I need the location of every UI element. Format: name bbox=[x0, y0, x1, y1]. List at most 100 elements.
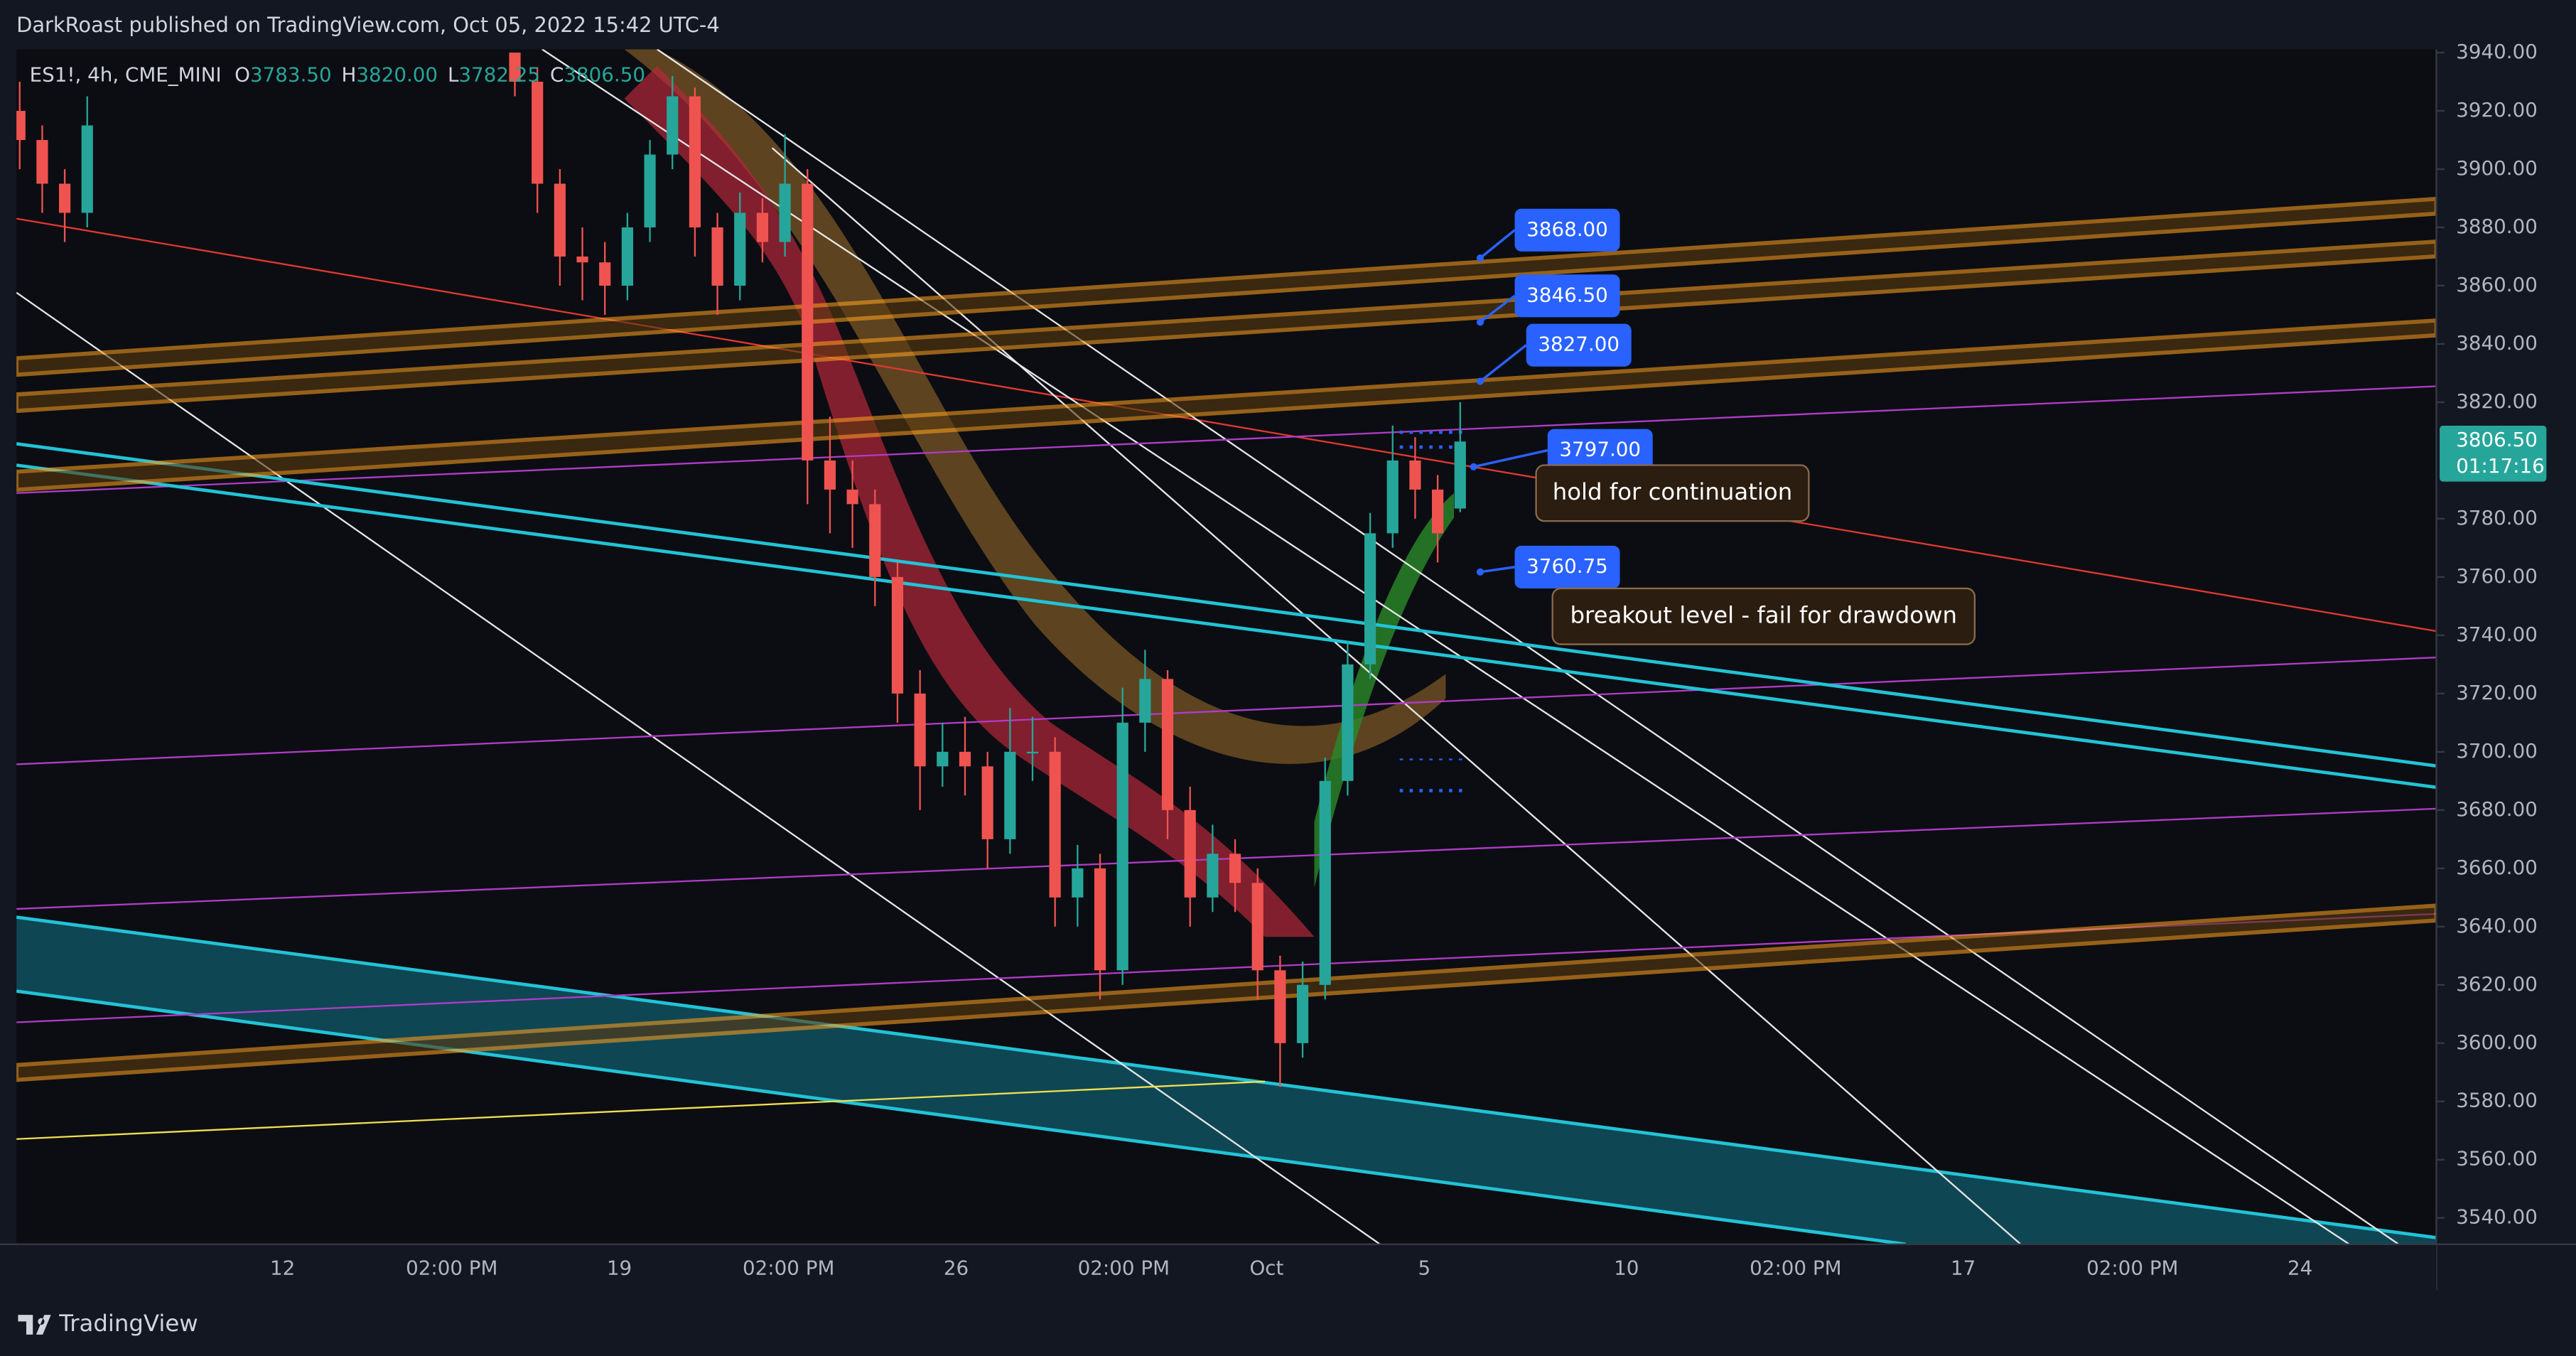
time-tick-label: 19 bbox=[607, 1256, 632, 1279]
price-label-box bbox=[1514, 545, 1620, 588]
time-tick-label: 10 bbox=[1614, 1256, 1639, 1279]
footer: TradingView bbox=[18, 1310, 198, 1337]
candle-body bbox=[554, 183, 566, 257]
candle-body bbox=[1364, 533, 1376, 664]
candle-body bbox=[509, 53, 521, 82]
candle-body bbox=[36, 139, 48, 184]
price-tick-label: 3940.00 bbox=[2456, 40, 2538, 63]
channel-fill bbox=[16, 196, 2437, 377]
candle-body bbox=[1094, 868, 1106, 971]
price-axis bbox=[2436, 49, 2576, 1291]
ohlc-key: L bbox=[448, 63, 459, 86]
trend-line bbox=[16, 915, 2437, 1239]
candle-body bbox=[576, 256, 588, 263]
symbol: ES1!, 4h, CME_MINI bbox=[30, 63, 222, 86]
price-tick-label: 3900.00 bbox=[2456, 156, 2538, 180]
time-tick-label: 02:00 PM bbox=[1750, 1256, 1841, 1279]
candle-body bbox=[1161, 679, 1174, 810]
candle-body bbox=[1296, 984, 1309, 1043]
price-label: 3797.00 bbox=[1559, 438, 1641, 461]
channel-fill bbox=[16, 240, 2437, 414]
candle-body bbox=[891, 576, 904, 694]
candle-body bbox=[1116, 722, 1128, 971]
candle-body bbox=[756, 212, 769, 242]
price-ticks: 3940.00 3920.00 3900.00 3880.00 3860.00 3840.… bbox=[2436, 40, 2538, 1229]
callout-point bbox=[1476, 377, 1484, 385]
candle-body bbox=[16, 110, 26, 140]
time-tick-label: 5 bbox=[1418, 1256, 1431, 1279]
candle-body bbox=[981, 766, 993, 839]
candle-body bbox=[1207, 854, 1219, 898]
candle-body bbox=[621, 227, 633, 286]
candle-body bbox=[532, 82, 544, 184]
callout-point bbox=[1476, 568, 1484, 576]
candle-body bbox=[779, 183, 791, 242]
price-label: 3827.00 bbox=[1538, 333, 1620, 356]
candle-body bbox=[824, 460, 836, 490]
candle-body bbox=[846, 489, 858, 505]
candle-body bbox=[1072, 868, 1084, 898]
last-price: 3806.50 bbox=[2456, 428, 2538, 451]
callout-connector bbox=[1479, 344, 1527, 382]
candle-body bbox=[1251, 883, 1263, 971]
trend-line bbox=[16, 291, 1381, 1244]
price-label-box bbox=[1547, 429, 1653, 472]
candle-body bbox=[1026, 751, 1039, 754]
ohlc-value: 3783.50 bbox=[250, 63, 332, 86]
trend-line bbox=[16, 442, 2437, 768]
price-label: 3846.50 bbox=[1526, 283, 1608, 306]
ohlc-value: 3806.50 bbox=[564, 63, 645, 86]
candle-body bbox=[734, 212, 746, 286]
logo bbox=[18, 1315, 51, 1335]
time-tick-label: 02:00 PM bbox=[1078, 1256, 1170, 1279]
ohlc-key: O bbox=[235, 63, 250, 86]
price-tick-label: 3820.00 bbox=[2456, 389, 2538, 413]
annotation-text: hold for continuation bbox=[1553, 478, 1792, 505]
channel-fill bbox=[16, 318, 2437, 493]
annotation-box bbox=[1535, 464, 1810, 522]
callout-connector bbox=[1479, 294, 1516, 323]
candle-body bbox=[1319, 780, 1331, 985]
candle-body bbox=[667, 96, 679, 155]
callout-connector bbox=[1479, 229, 1516, 259]
price-label-box bbox=[1526, 323, 1632, 367]
candle-body bbox=[711, 227, 723, 286]
candle-body bbox=[1184, 809, 1196, 898]
price-tick-label: 3600.00 bbox=[2456, 1031, 2538, 1054]
callouts: 3868.00 3846.50 3827.00 3797.00 3760.75 hold … bbox=[1470, 208, 1976, 645]
price-tick-label: 3920.00 bbox=[2456, 98, 2538, 122]
ohlc-value: 3820.00 bbox=[356, 63, 438, 86]
last-price-tag bbox=[2440, 425, 2547, 482]
candle-body bbox=[869, 504, 881, 577]
candle-body bbox=[81, 125, 93, 213]
bar-countdown: 01:17:16 bbox=[2456, 454, 2545, 478]
candle-body bbox=[914, 693, 926, 767]
candle-body bbox=[1139, 679, 1151, 723]
channel-fill bbox=[16, 903, 2437, 1082]
candle-body bbox=[1386, 460, 1399, 534]
price-tick-label: 3780.00 bbox=[2456, 506, 2538, 529]
trend-line bbox=[541, 49, 2350, 1244]
ohlc-key: H bbox=[342, 63, 357, 86]
candle-body bbox=[1049, 751, 1061, 898]
price-tick-label: 3660.00 bbox=[2456, 856, 2538, 879]
time-tick-label: 24 bbox=[2287, 1256, 2312, 1279]
trend-line bbox=[16, 385, 2437, 494]
price-tick-label: 3540.00 bbox=[2456, 1205, 2538, 1229]
candle-body bbox=[959, 751, 971, 767]
trend-line bbox=[16, 807, 2437, 910]
brand: TradingView bbox=[58, 1310, 198, 1337]
trend-line bbox=[771, 147, 2022, 1244]
drawings bbox=[16, 49, 2437, 1244]
price-tick-label: 3580.00 bbox=[2456, 1089, 2538, 1112]
time-tick-label: 02:00 PM bbox=[2086, 1256, 2178, 1279]
price-tick-label: 3680.00 bbox=[2456, 797, 2538, 821]
annotation-box bbox=[1551, 587, 1976, 645]
price-label: 3868.00 bbox=[1526, 217, 1608, 241]
callout-connector bbox=[1480, 566, 1515, 574]
candle-body bbox=[1454, 441, 1466, 509]
price-tick-label: 3700.00 bbox=[2456, 739, 2538, 763]
callout-point bbox=[1476, 254, 1484, 262]
price-tick-label: 3720.00 bbox=[2456, 681, 2538, 704]
